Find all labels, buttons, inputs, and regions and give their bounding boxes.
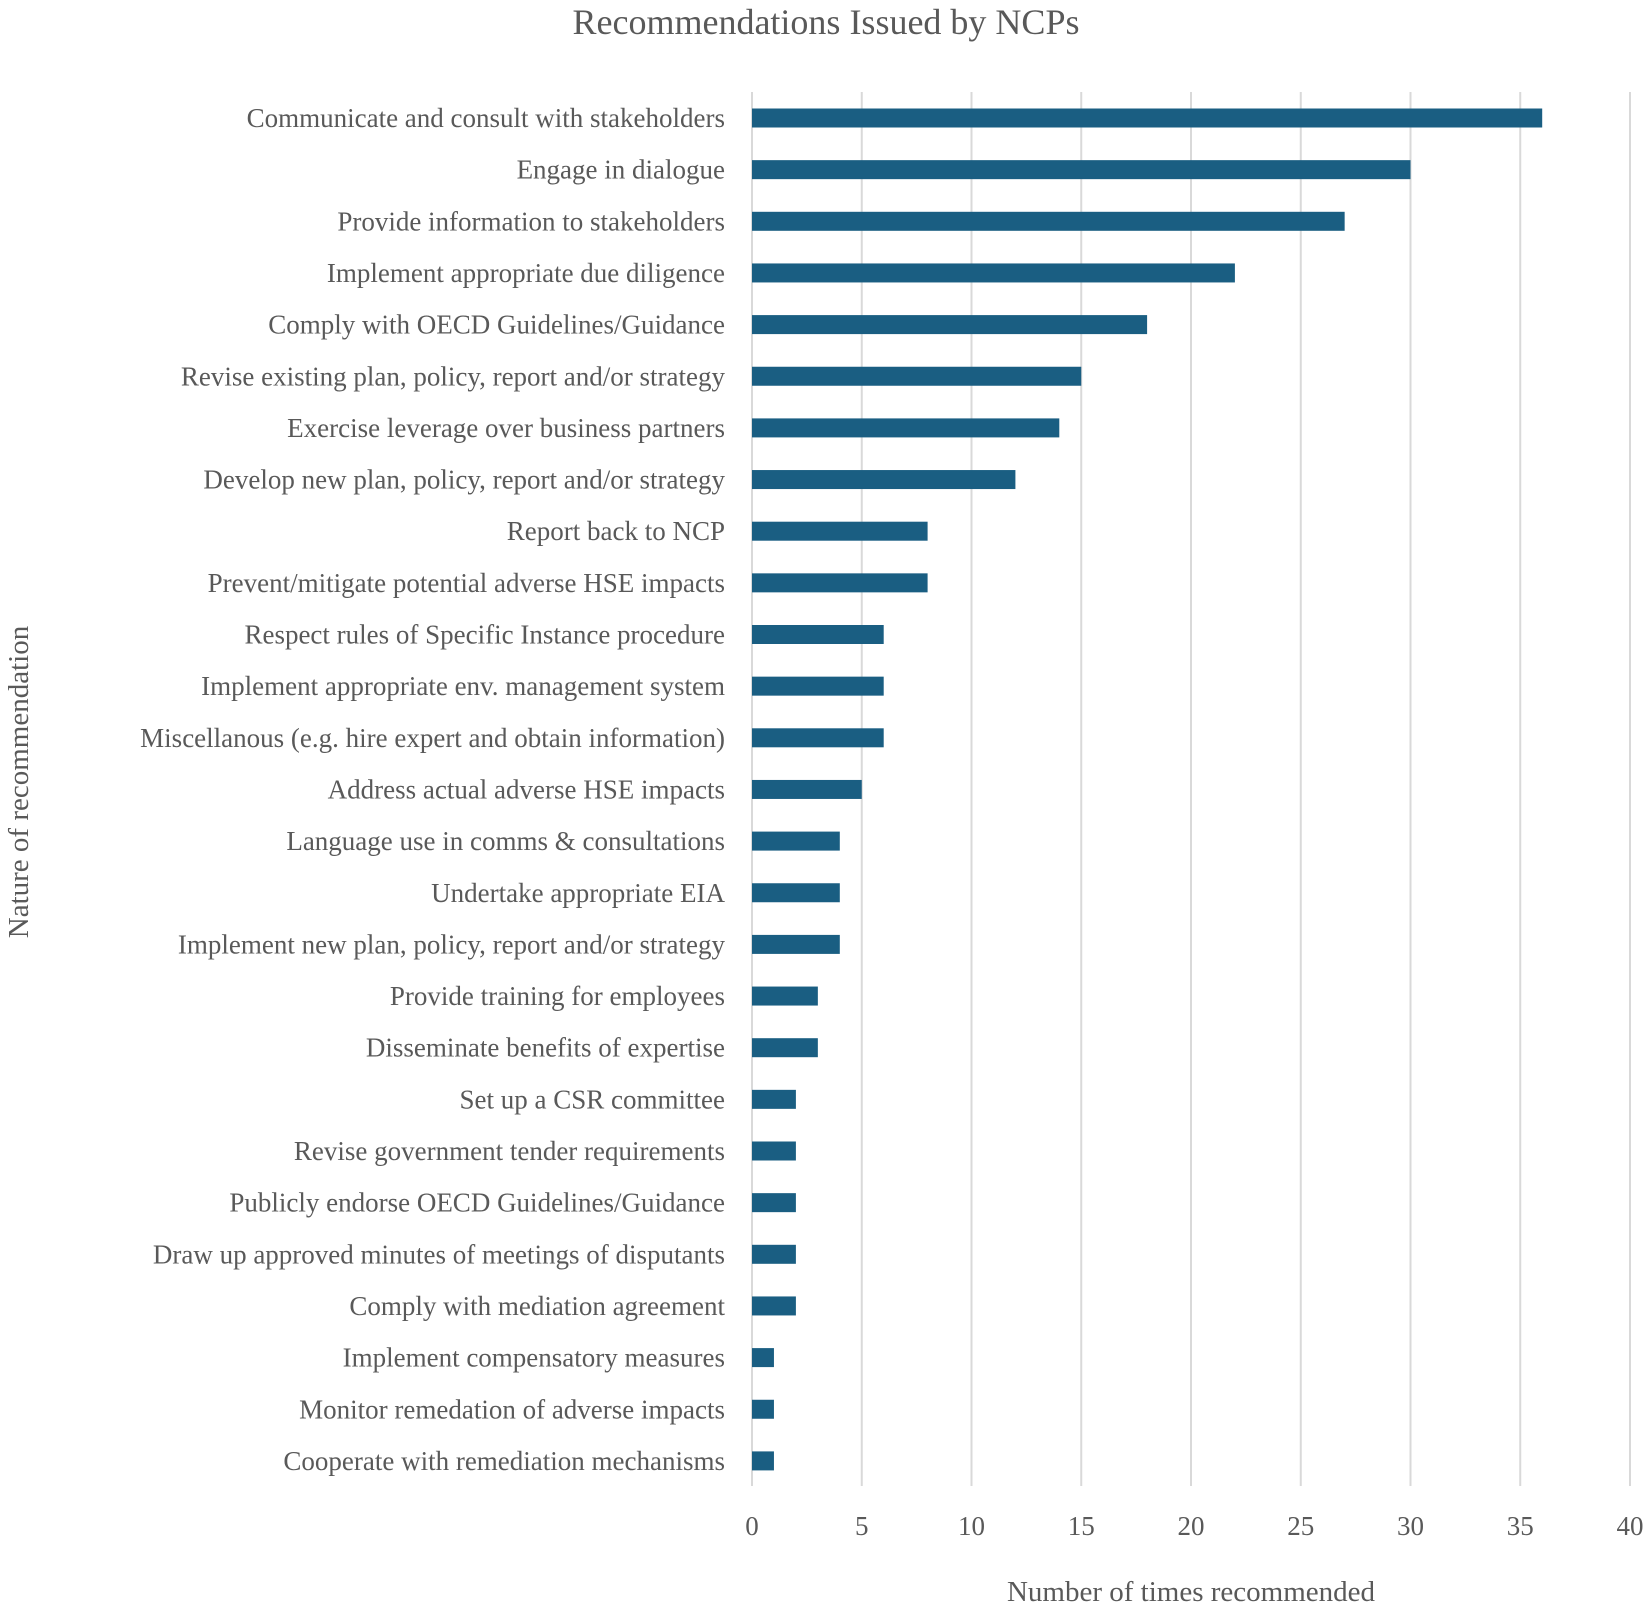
- bar: [752, 1451, 774, 1471]
- bar: [752, 366, 1082, 386]
- bar: [752, 108, 1543, 128]
- bar: [752, 1193, 796, 1213]
- category-label: Implement appropriate env. management sy…: [201, 671, 725, 701]
- category-label: Undertake appropriate EIA: [431, 878, 725, 908]
- category-label: Comply with mediation agreement: [349, 1291, 725, 1321]
- category-label: Exercise leverage over business partners: [287, 413, 725, 443]
- bar: [752, 1348, 774, 1368]
- bar: [752, 1399, 774, 1419]
- bar: [752, 573, 928, 593]
- bar: [752, 1296, 796, 1316]
- y-axis-title: Nature of recommendation: [3, 625, 35, 938]
- category-label: Provide information to stakeholders: [337, 206, 725, 236]
- x-tick-labels: 0 5 10 15 20 25 30 35 40: [745, 1511, 1643, 1541]
- x-tick-label: 35: [1507, 1511, 1534, 1541]
- chart-title: Recommendations Issued by NCPs: [573, 2, 1080, 42]
- bar: [752, 470, 1016, 490]
- bar: [752, 263, 1235, 283]
- bar: [752, 883, 840, 903]
- bar: [752, 418, 1060, 438]
- category-labels: Communicate and consult with stakeholder…: [140, 103, 725, 1476]
- category-label: Disseminate benefits of expertise: [366, 1033, 725, 1063]
- category-label: Implement new plan, policy, report and/o…: [178, 929, 726, 959]
- category-label: Set up a CSR committee: [460, 1084, 725, 1114]
- category-label: Language use in comms & consultations: [286, 826, 725, 856]
- x-tick-label: 40: [1617, 1511, 1644, 1541]
- bar: [752, 1038, 818, 1058]
- x-tick-label: 15: [1068, 1511, 1095, 1541]
- bar: [752, 315, 1148, 335]
- category-label: Miscellanous (e.g. hire expert and obtai…: [140, 723, 725, 753]
- bar: [752, 986, 818, 1006]
- bar: [752, 728, 884, 748]
- x-tick-label: 25: [1287, 1511, 1314, 1541]
- category-label: Draw up approved minutes of meetings of …: [153, 1239, 725, 1269]
- bars: [752, 108, 1543, 1471]
- bar: [752, 1141, 796, 1161]
- category-label: Implement appropriate due diligence: [327, 258, 725, 288]
- category-label: Implement compensatory measures: [343, 1343, 725, 1373]
- category-label: Communicate and consult with stakeholder…: [247, 103, 725, 133]
- category-label: Respect rules of Specific Instance proce…: [244, 620, 725, 650]
- bar: [752, 1244, 796, 1264]
- bar: [752, 211, 1345, 231]
- category-label: Develop new plan, policy, report and/or …: [203, 465, 725, 495]
- category-label: Cooperate with remediation mechanisms: [283, 1446, 725, 1476]
- bar: [752, 676, 884, 696]
- bar: [752, 934, 840, 954]
- bar: [752, 1089, 796, 1109]
- x-tick-label: 20: [1178, 1511, 1205, 1541]
- category-label: Publicly endorse OECD Guidelines/Guidanc…: [229, 1188, 725, 1218]
- category-label: Engage in dialogue: [517, 155, 725, 185]
- bar: [752, 831, 840, 851]
- category-label: Address actual adverse HSE impacts: [328, 774, 725, 804]
- bar: [752, 625, 884, 644]
- x-tick-label: 0: [745, 1511, 759, 1541]
- gridlines: [751, 92, 1631, 1486]
- bar: [752, 160, 1411, 180]
- bar: [752, 779, 862, 799]
- category-label: Revise existing plan, policy, report and…: [181, 361, 726, 391]
- category-label: Revise government tender requirements: [294, 1136, 725, 1166]
- category-label: Prevent/mitigate potential adverse HSE i…: [208, 568, 725, 598]
- category-label: Report back to NCP: [507, 516, 725, 546]
- x-axis-title: Number of times recommended: [1007, 1576, 1376, 1608]
- x-tick-label: 30: [1397, 1511, 1424, 1541]
- category-label: Comply with OECD Guidelines/Guidance: [268, 310, 725, 340]
- x-tick-label: 10: [958, 1511, 985, 1541]
- bar: [752, 521, 928, 541]
- x-tick-label: 5: [855, 1511, 869, 1541]
- category-label: Provide training for employees: [390, 981, 725, 1011]
- category-label: Monitor remedation of adverse impacts: [299, 1394, 725, 1424]
